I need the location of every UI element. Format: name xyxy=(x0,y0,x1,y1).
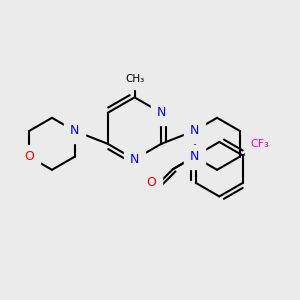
Text: CF₃: CF₃ xyxy=(251,140,270,149)
Text: O: O xyxy=(146,176,156,189)
Text: CH₃: CH₃ xyxy=(125,74,144,84)
Text: N: N xyxy=(190,124,199,137)
Text: N: N xyxy=(157,106,166,119)
Text: N: N xyxy=(70,124,79,137)
Text: O: O xyxy=(25,150,34,163)
Text: N: N xyxy=(130,153,139,166)
Text: N: N xyxy=(190,150,199,163)
